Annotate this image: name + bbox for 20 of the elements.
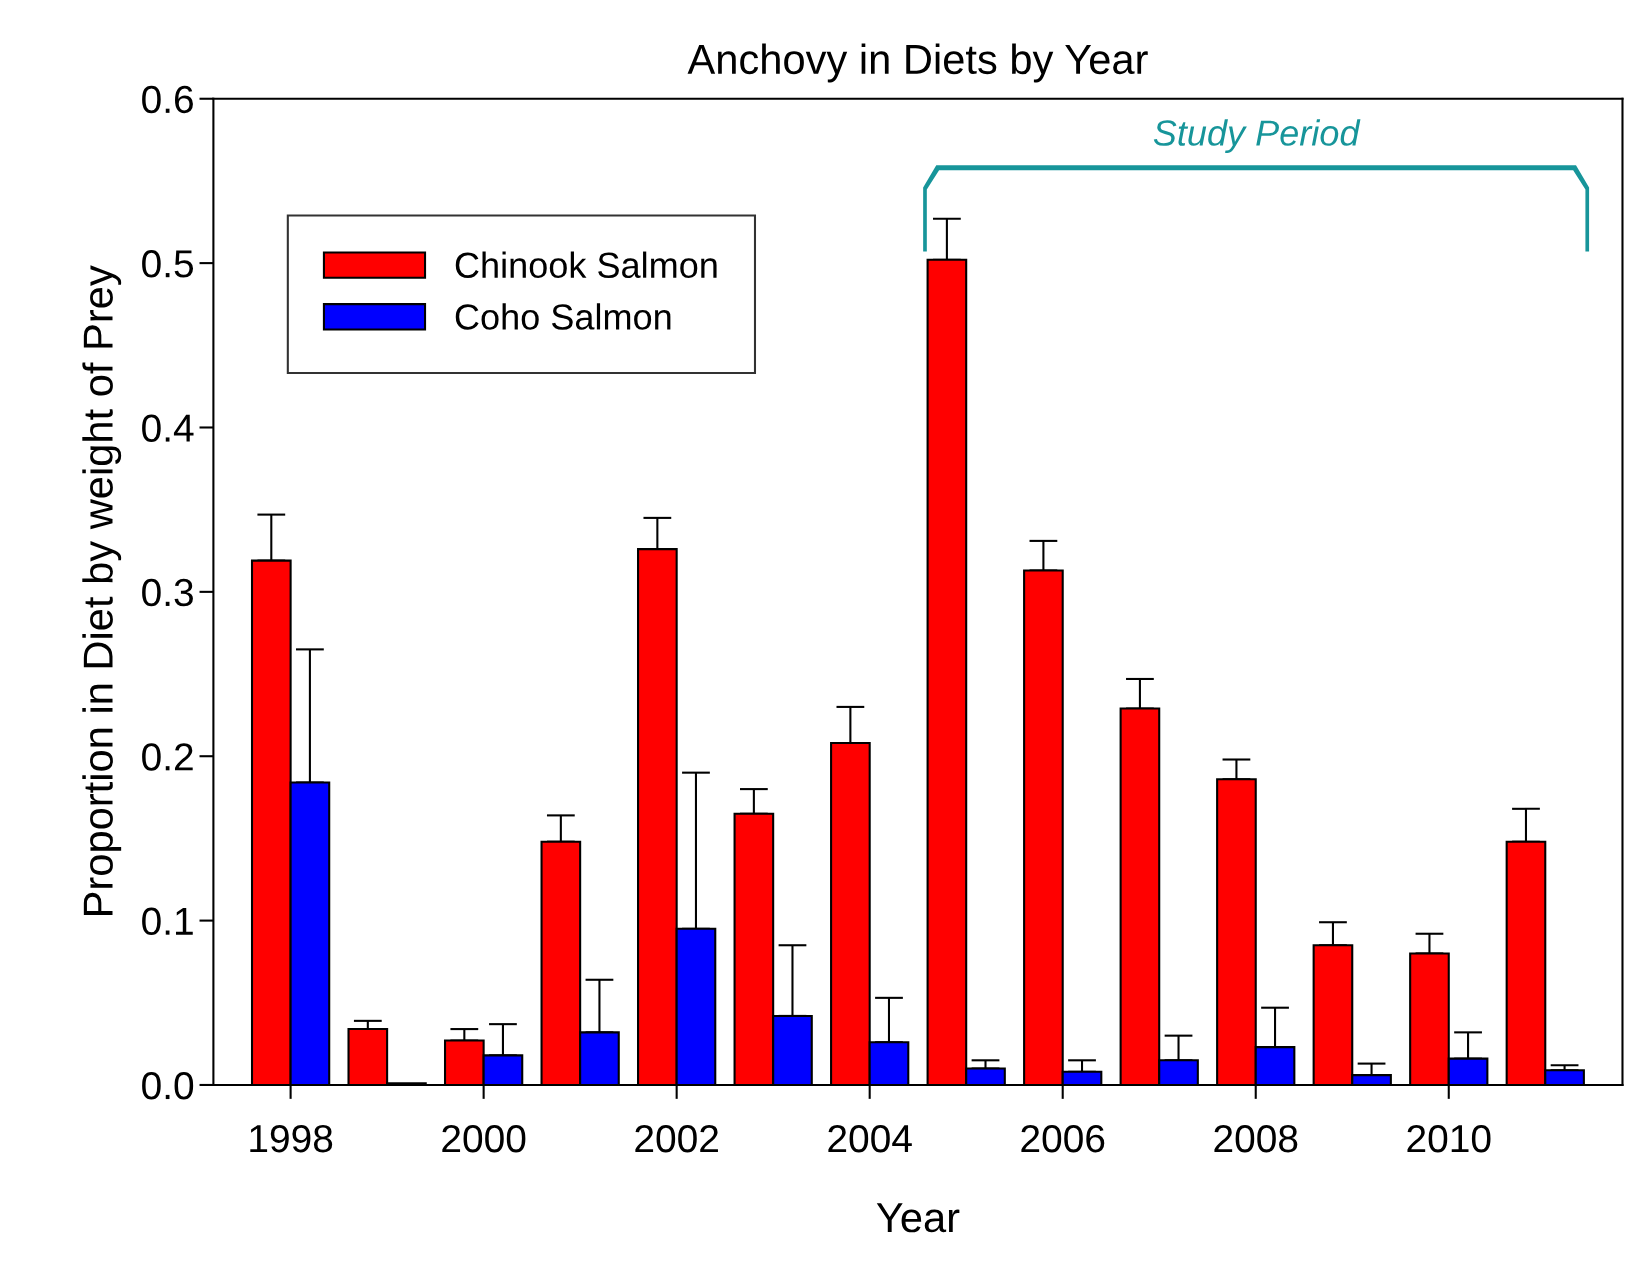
x-tick-label: 2004 [828,1124,912,1153]
x-tick-label: 2010 [1407,1124,1491,1153]
y-tick-label: 0.3 [142,578,193,607]
y-tick-label: 0.2 [142,743,193,771]
x-tick-label: 2006 [1021,1124,1105,1153]
x-tick-label: 2000 [442,1124,526,1153]
chart-title: Anchovy in Diets by Year [687,43,1148,83]
y-tick-label: 0.5 [142,250,194,278]
y-tick-label: 0.4 [142,414,194,442]
y-axis-title: Proportion in Diet by weight of Prey [82,265,122,915]
y-tick-label: 0.6 [142,85,193,114]
legend-label: Coho Salmon [455,303,671,330]
x-tick-label: 1998 [250,1124,333,1153]
annotation: Study Period [1153,119,1361,153]
y-tick-label: 0.0 [142,1071,194,1100]
y-tick-label: 0.1 [142,907,193,936]
legend-label: Chinook Salmon [455,251,717,279]
x-tick-label: 2002 [635,1124,718,1153]
x-tick-label: 2008 [1214,1124,1298,1153]
x-axis-title: Year [876,1203,960,1233]
